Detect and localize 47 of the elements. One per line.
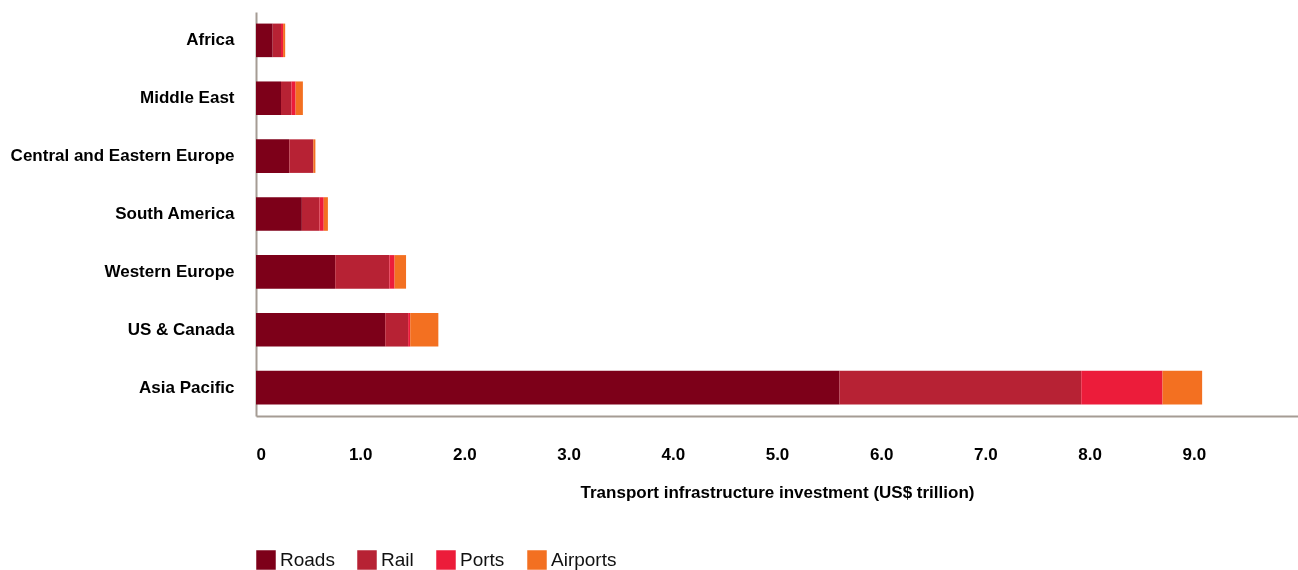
x-tick-label: 0 (256, 444, 266, 464)
bar (385, 312, 409, 347)
bar (394, 255, 407, 289)
bar (256, 312, 386, 347)
x-tick-label: 1.0 (348, 444, 373, 464)
x-tick-label: 3.0 (557, 444, 581, 464)
bar (256, 23, 273, 58)
bar (408, 312, 411, 347)
bar (1162, 370, 1203, 405)
y-tick-label: Western Europe (104, 261, 235, 281)
x-tick-label: 4.0 (661, 444, 686, 464)
x-tick-label: 9.0 (1182, 444, 1207, 464)
x-tick-label: 8.0 (1078, 444, 1102, 464)
bar (256, 139, 290, 173)
bar (256, 197, 302, 231)
y-tick-label: US & Canada (127, 319, 236, 339)
bar (389, 255, 395, 289)
bar (319, 197, 324, 231)
legend-label: Airports (551, 549, 617, 570)
bar (301, 197, 320, 231)
bar (256, 81, 282, 116)
bar (839, 370, 1082, 405)
bar (256, 255, 336, 289)
x-tick-label: 6.0 (869, 444, 894, 464)
x-tick-label: 5.0 (765, 444, 790, 464)
bar (323, 197, 328, 231)
y-tick-label: Middle East (140, 88, 235, 108)
bar (335, 255, 390, 289)
bar (410, 312, 439, 347)
bar (281, 81, 292, 116)
bar (295, 81, 303, 116)
x-axis-title: Transport infrastructure investment (US$ trillion) (580, 482, 975, 502)
bar (256, 370, 840, 405)
x-tick-label: 2.0 (453, 444, 477, 464)
bar (272, 23, 282, 58)
bar (291, 81, 296, 116)
y-tick-label: Africa (186, 30, 236, 50)
x-tick-label: 7.0 (974, 444, 998, 464)
legend-label: Rail (381, 549, 414, 570)
legend-label: Roads (280, 549, 335, 570)
y-tick-label: Central and Eastern Europe (10, 146, 235, 166)
legend-label: Ports (460, 549, 505, 570)
bar (289, 139, 314, 173)
y-tick-label: Asia Pacific (139, 377, 235, 397)
y-tick-label: South America (115, 204, 236, 223)
bar (313, 139, 316, 173)
bar (1081, 370, 1163, 405)
